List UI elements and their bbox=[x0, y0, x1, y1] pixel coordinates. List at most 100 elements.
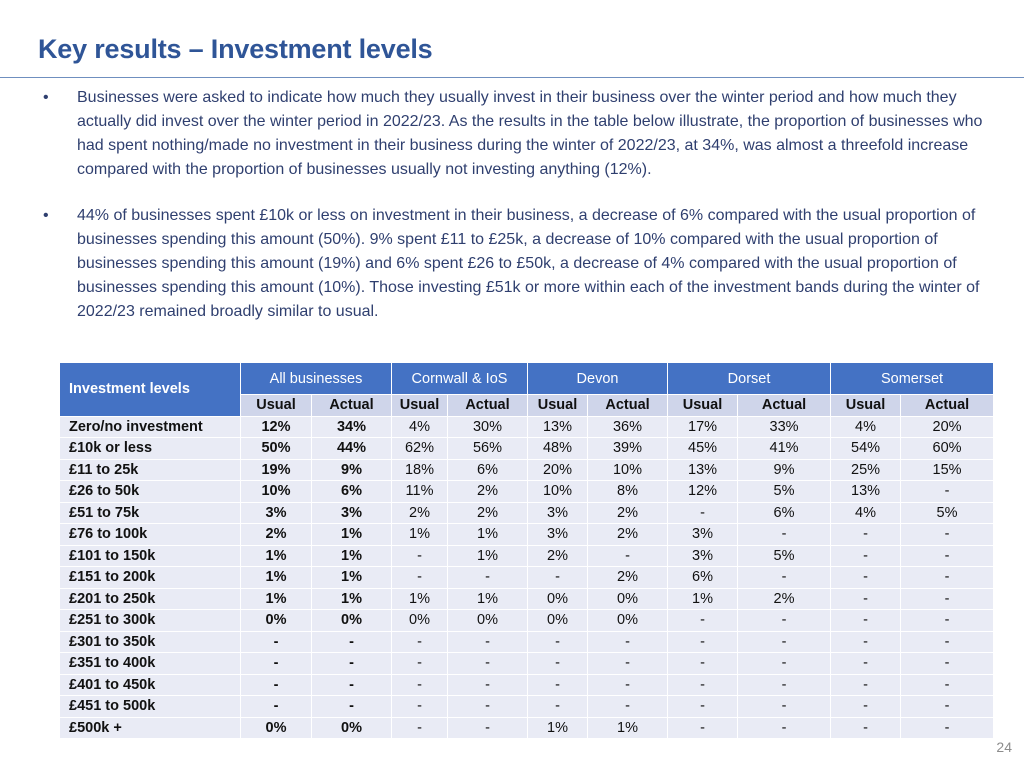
table-cell: - bbox=[830, 609, 902, 632]
table-cell: - bbox=[447, 695, 528, 718]
table-cell: 56% bbox=[447, 437, 528, 460]
table-cell: 5% bbox=[737, 544, 832, 567]
bullet-list: • Businesses were asked to indicate how … bbox=[40, 86, 1000, 346]
row-label: £500k + bbox=[59, 716, 241, 739]
table-cell: 1% bbox=[447, 523, 528, 546]
table-cell: 19% bbox=[240, 458, 312, 481]
table-row: £301 to 350k - - - - - - - - - - bbox=[59, 630, 995, 653]
subheader-actual: Actual bbox=[737, 394, 832, 417]
table-cell: - bbox=[900, 695, 995, 718]
table-cell: - bbox=[391, 566, 448, 589]
table-cell: 34% bbox=[311, 415, 392, 438]
table-cell: 50% bbox=[240, 437, 312, 460]
table-row: £351 to 400k - - - - - - - - - - bbox=[59, 652, 995, 675]
bullet-item: • 44% of businesses spent £10k or less o… bbox=[40, 204, 1000, 324]
table-cell: 10% bbox=[240, 480, 312, 503]
table-cell: - bbox=[900, 587, 995, 610]
table-cell: - bbox=[830, 587, 902, 610]
table-cell: 1% bbox=[240, 544, 312, 567]
table-cell: 17% bbox=[667, 415, 739, 438]
table-cell: 62% bbox=[391, 437, 448, 460]
table-cell: 39% bbox=[586, 437, 669, 460]
table-cell: - bbox=[240, 630, 312, 653]
table-cell: - bbox=[240, 695, 312, 718]
row-label: £401 to 450k bbox=[59, 673, 241, 696]
table-cell: - bbox=[311, 673, 392, 696]
bullet-icon: • bbox=[43, 207, 49, 224]
table-cell: 8% bbox=[586, 480, 669, 503]
table-cell: - bbox=[391, 544, 448, 567]
table-cell: - bbox=[667, 716, 739, 739]
row-label: £51 to 75k bbox=[59, 501, 241, 524]
table-row: Zero/no investment 12% 34% 4% 30% 13% 36% 17% 33… bbox=[59, 415, 995, 438]
table-cell: 3% bbox=[240, 501, 312, 524]
table-cell: - bbox=[391, 716, 448, 739]
table-cell: 25% bbox=[830, 458, 902, 481]
table-cell: - bbox=[737, 673, 832, 696]
header-group: Cornwall & IoS bbox=[391, 362, 528, 395]
table-cell: - bbox=[900, 480, 995, 503]
table-row: £26 to 50k 10% 6% 11% 2% 10% 8% 12% 5% 13% - bbox=[59, 480, 995, 503]
table-cell: 10% bbox=[586, 458, 669, 481]
row-label: £251 to 300k bbox=[59, 609, 241, 632]
table-cell: - bbox=[900, 630, 995, 653]
table-cell: 12% bbox=[240, 415, 312, 438]
table-cell: 11% bbox=[391, 480, 448, 503]
table-row: £10k or less 50% 44% 62% 56% 48% 39% 45% 41% 54% 6… bbox=[59, 437, 995, 460]
table-cell: - bbox=[447, 673, 528, 696]
table-cell: - bbox=[447, 630, 528, 653]
table-cell: 0% bbox=[527, 587, 588, 610]
table-cell: - bbox=[391, 673, 448, 696]
subheader-actual: Actual bbox=[586, 394, 669, 417]
table-cell: 3% bbox=[667, 544, 739, 567]
table-cell: 2% bbox=[586, 523, 669, 546]
table-cell: 1% bbox=[391, 523, 448, 546]
table-cell: 0% bbox=[586, 587, 669, 610]
table-cell: 1% bbox=[391, 587, 448, 610]
table-cell: - bbox=[667, 501, 739, 524]
table-cell: - bbox=[737, 630, 832, 653]
bullet-item: • Businesses were asked to indicate how … bbox=[40, 86, 1000, 182]
table-cell: 9% bbox=[311, 458, 392, 481]
header-group: Dorset bbox=[667, 362, 832, 395]
table-cell: - bbox=[527, 652, 588, 675]
table-cell: 4% bbox=[830, 501, 902, 524]
table-cell: - bbox=[391, 630, 448, 653]
table-cell: 5% bbox=[900, 501, 995, 524]
table-cell: - bbox=[830, 544, 902, 567]
row-label: Zero/no investment bbox=[59, 415, 241, 438]
table-cell: - bbox=[527, 630, 588, 653]
table-cell: 1% bbox=[586, 716, 669, 739]
table-cell: 0% bbox=[311, 716, 392, 739]
table-cell: - bbox=[900, 609, 995, 632]
subheader-row: Usual Actual Usual Actual Usual Actual U… bbox=[60, 394, 995, 417]
subheader-usual: Usual bbox=[527, 394, 588, 417]
table-cell: - bbox=[900, 544, 995, 567]
bullet-icon: • bbox=[43, 89, 49, 106]
table-cell: 54% bbox=[830, 437, 902, 460]
subheader-usual: Usual bbox=[240, 394, 312, 417]
table-cell: - bbox=[240, 673, 312, 696]
table-cell: 60% bbox=[900, 437, 995, 460]
row-label: £201 to 250k bbox=[59, 587, 241, 610]
table-row: £251 to 300k 0% 0% 0% 0% 0% 0% - - - - bbox=[59, 609, 995, 632]
table-cell: 33% bbox=[737, 415, 832, 438]
table-cell: - bbox=[667, 609, 739, 632]
table-cell: - bbox=[830, 716, 902, 739]
table-cell: - bbox=[830, 630, 902, 653]
row-label: £151 to 200k bbox=[59, 566, 241, 589]
table-cell: - bbox=[900, 652, 995, 675]
table-cell: - bbox=[667, 695, 739, 718]
table-cell: 0% bbox=[240, 609, 312, 632]
table-cell: 3% bbox=[667, 523, 739, 546]
table-cell: 9% bbox=[737, 458, 832, 481]
table-cell: - bbox=[900, 523, 995, 546]
table-cell: - bbox=[900, 716, 995, 739]
table-cell: 45% bbox=[667, 437, 739, 460]
investment-levels-table: Investment levels All businesses Cornwal… bbox=[59, 362, 995, 739]
table-body: Zero/no investment 12% 34% 4% 30% 13% 36% 17% 33… bbox=[59, 415, 995, 739]
row-label: £10k or less bbox=[59, 437, 241, 460]
table-cell: - bbox=[830, 673, 902, 696]
table-cell: - bbox=[311, 695, 392, 718]
table-cell: - bbox=[900, 566, 995, 589]
